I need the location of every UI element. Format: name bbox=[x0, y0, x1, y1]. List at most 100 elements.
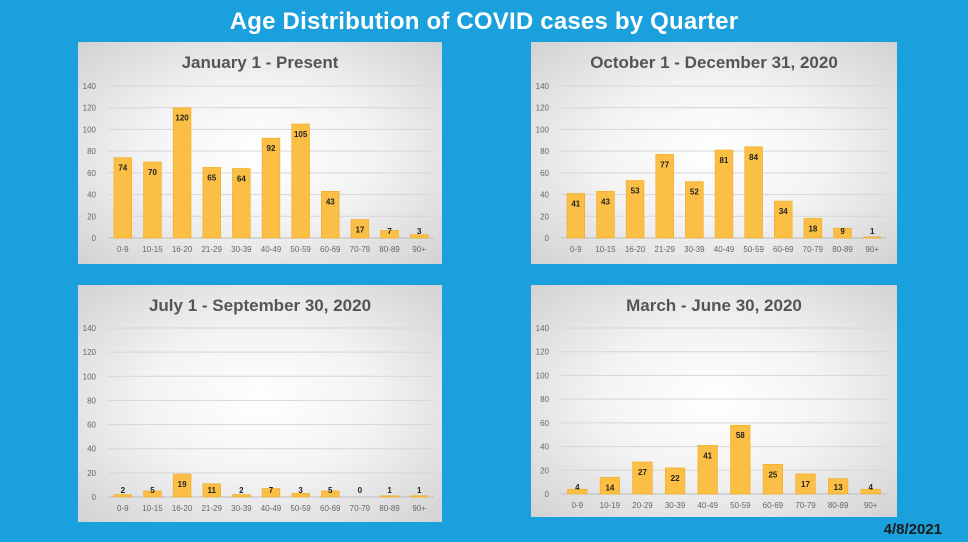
x-tick-label: 60-69 bbox=[320, 245, 341, 254]
data-label: 81 bbox=[720, 156, 729, 165]
x-tick-label: 0-9 bbox=[570, 245, 582, 254]
bar bbox=[143, 161, 162, 239]
bar-chart: July 1 - September 30, 20200204060801001… bbox=[83, 296, 434, 513]
slide-date: 4/8/2021 bbox=[883, 521, 942, 538]
y-tick-label: 140 bbox=[83, 82, 97, 91]
bar bbox=[567, 488, 588, 495]
bar bbox=[291, 123, 310, 239]
bar bbox=[833, 227, 852, 239]
x-tick-label: 70-79 bbox=[803, 245, 824, 254]
bar-chart: January 1 - Present020406080100120140740… bbox=[83, 53, 434, 254]
data-label: 5 bbox=[150, 486, 155, 495]
bar bbox=[599, 477, 620, 495]
bar bbox=[380, 230, 399, 239]
data-label: 4 bbox=[575, 483, 580, 492]
y-tick-label: 20 bbox=[540, 466, 549, 475]
y-tick-label: 0 bbox=[92, 493, 97, 502]
x-tick-label: 21-29 bbox=[201, 504, 222, 513]
chart-panel-oct-dec-2020: October 1 - December 31, 2020 0 20 40 60 80 10… bbox=[531, 42, 897, 264]
bar bbox=[172, 107, 192, 239]
data-label: 18 bbox=[808, 224, 817, 233]
data-label: 1 bbox=[870, 227, 875, 236]
x-tick-label: 20-29 bbox=[632, 501, 653, 510]
y-tick-label: 140 bbox=[83, 324, 97, 333]
bar bbox=[862, 236, 882, 239]
x-tick-label: 50-59 bbox=[730, 501, 751, 510]
x-tick-label: 90+ bbox=[412, 245, 426, 254]
x-tick-label: 80-89 bbox=[379, 504, 400, 513]
x-tick-label: 70-79 bbox=[350, 245, 371, 254]
x-tick-label: 50-59 bbox=[290, 504, 311, 513]
x-tick-label: 30-39 bbox=[231, 504, 252, 513]
data-label: 105 bbox=[294, 130, 308, 139]
bar bbox=[113, 157, 133, 239]
x-tick-label: 16-20 bbox=[172, 245, 193, 254]
x-tick-label: 90+ bbox=[864, 501, 878, 510]
bar bbox=[685, 181, 704, 239]
data-label: 3 bbox=[417, 227, 422, 236]
x-tick-label: 80-89 bbox=[828, 501, 849, 510]
data-label: 43 bbox=[601, 197, 610, 206]
bar bbox=[172, 473, 192, 498]
x-tick-label: 70-79 bbox=[795, 501, 816, 510]
bar bbox=[202, 483, 221, 498]
bar-chart: October 1 - December 31, 202002040608010… bbox=[536, 53, 887, 254]
y-tick-label: 20 bbox=[87, 469, 96, 478]
x-tick-label: 60-69 bbox=[763, 501, 784, 510]
bar bbox=[762, 464, 783, 495]
x-tick-label: 10-15 bbox=[142, 245, 163, 254]
data-label: 3 bbox=[298, 486, 303, 495]
bar bbox=[566, 193, 586, 239]
y-tick-label: 80 bbox=[87, 147, 96, 156]
y-tick-label: 80 bbox=[540, 395, 549, 404]
data-label: 53 bbox=[631, 186, 640, 195]
x-tick-label: 0-9 bbox=[117, 245, 129, 254]
data-label: 17 bbox=[801, 480, 810, 489]
data-label: 4 bbox=[868, 483, 873, 492]
x-tick-label: 70-79 bbox=[350, 504, 371, 513]
bar bbox=[803, 218, 823, 239]
bar bbox=[232, 168, 251, 239]
data-label: 70 bbox=[148, 168, 157, 177]
x-tick-label: 10-15 bbox=[142, 504, 163, 513]
bar bbox=[860, 488, 881, 495]
bar bbox=[202, 167, 221, 239]
y-tick-label: 60 bbox=[540, 419, 549, 428]
bar bbox=[321, 490, 340, 498]
data-label: 0 bbox=[358, 486, 363, 495]
y-tick-label: 40 bbox=[87, 445, 96, 454]
data-label: 52 bbox=[690, 188, 699, 197]
bar bbox=[261, 137, 281, 239]
chart-panel-jul-sep-2020: July 1 - September 30, 2020 0 20 40 60 80 100 1… bbox=[78, 285, 442, 522]
data-label: 14 bbox=[605, 483, 614, 492]
bar bbox=[665, 467, 686, 495]
data-label: 2 bbox=[239, 486, 244, 495]
y-tick-label: 120 bbox=[83, 348, 97, 357]
x-tick-label: 10-19 bbox=[600, 501, 621, 510]
x-tick-label: 30-39 bbox=[665, 501, 686, 510]
bar bbox=[714, 149, 734, 239]
x-tick-label: 40-49 bbox=[261, 504, 282, 513]
y-tick-label: 20 bbox=[540, 212, 549, 221]
y-tick-label: 100 bbox=[536, 371, 550, 380]
x-tick-label: 50-59 bbox=[290, 245, 311, 254]
x-tick-label: 80-89 bbox=[379, 245, 400, 254]
bar bbox=[321, 191, 340, 239]
bar bbox=[774, 200, 793, 239]
y-tick-label: 140 bbox=[536, 82, 550, 91]
x-tick-label: 80-89 bbox=[832, 245, 853, 254]
bar bbox=[409, 495, 429, 498]
bar bbox=[744, 146, 763, 239]
y-tick-label: 100 bbox=[536, 125, 550, 134]
data-label: 120 bbox=[175, 114, 189, 123]
chart-title: October 1 - December 31, 2020 bbox=[590, 53, 838, 72]
bar bbox=[350, 219, 370, 239]
chart-title: March - June 30, 2020 bbox=[626, 296, 802, 315]
bar bbox=[730, 424, 751, 495]
chart-panel-mar-jun-2020: March - June 30, 2020 0 20 40 60 80 100 120 140 4… bbox=[531, 285, 897, 517]
y-tick-label: 40 bbox=[540, 443, 549, 452]
y-tick-label: 0 bbox=[545, 490, 550, 499]
y-tick-label: 120 bbox=[83, 104, 97, 113]
data-label: 77 bbox=[660, 160, 669, 169]
page-title: Age Distribution of COVID cases by Quart… bbox=[229, 8, 739, 35]
